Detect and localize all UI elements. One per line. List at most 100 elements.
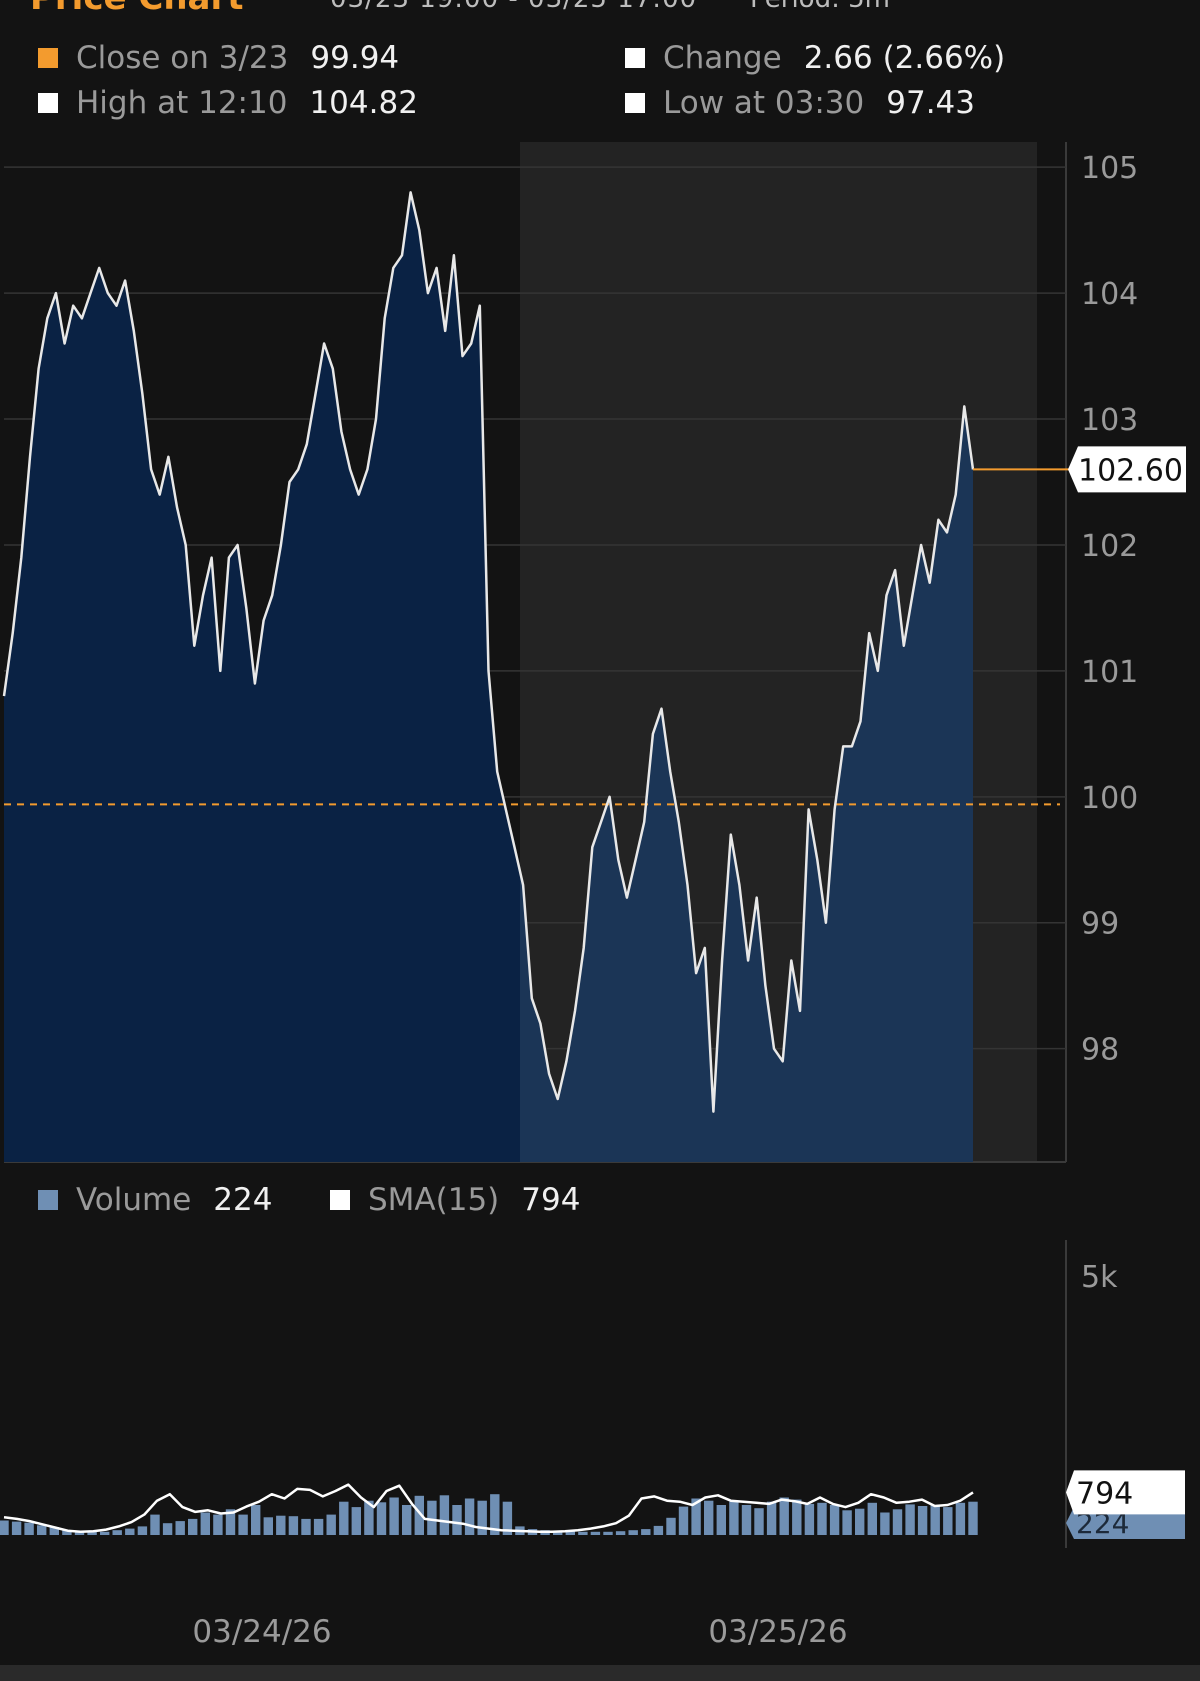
change-label: Change [663,40,782,76]
volume-bar [175,1521,185,1535]
volume-bar [955,1502,966,1535]
volume-bar [691,1498,701,1535]
volume-bar [87,1532,97,1535]
volume-bar [251,1505,261,1535]
price-tick-label: 104 [1081,277,1138,312]
price-series-line [2,191,975,1113]
close-value: 99.94 [310,40,400,76]
sma-series-line [3,1483,974,1534]
legend-volume: Volume 224 [38,1182,272,1218]
volume-bar [276,1515,286,1535]
volume-bar [225,1509,236,1535]
volume-bar [943,1507,953,1535]
price-tick-label: 105 [1081,151,1138,186]
change-value: 2.66 (2.66%) [803,40,1006,76]
volume-bar [200,1512,210,1535]
volume-bar [741,1505,752,1535]
volume-bar [313,1518,324,1535]
volume-bar [238,1514,248,1535]
price-tick-label: 101 [1081,655,1138,690]
sma-last-value: 794 [1076,1476,1133,1511]
volume-bar [452,1505,462,1535]
volume-bar [829,1505,840,1535]
sma-label: SMA(15) [368,1182,500,1218]
last-price-value: 102.60 [1078,453,1183,488]
volume-bar [439,1495,450,1535]
chart-title: Price Chart [30,0,244,18]
volume-bar [917,1506,928,1535]
price-chart[interactable]: 98 99 100 101 102 103 104 105 102.60 [2,142,1186,1163]
volume-bar [49,1527,59,1535]
volume-bar [490,1494,500,1535]
volume-bar [477,1500,487,1535]
volume-bar [578,1531,588,1535]
low-label: Low at 03:30 [663,85,865,121]
volume-bar [792,1499,802,1535]
legend-change: Change 2.66 (2.66%) [625,40,1005,76]
volume-bar [376,1502,387,1535]
volume-bar [37,1525,47,1535]
volume-bar [100,1531,110,1535]
volume-bar [930,1505,940,1535]
date-range: 03/23 19:00 - 03/25 17:00 [330,0,697,14]
volume-bar [553,1530,563,1535]
volume-bar [263,1517,273,1535]
volume-bar [766,1501,777,1535]
price-tick-label: 98 [1081,1033,1119,1068]
volume-bar [464,1498,475,1535]
volume-bar [402,1505,412,1535]
high-label: High at 12:10 [76,85,288,121]
x-axis: 03/24/26 03/25/26 [192,1614,847,1650]
volume-last-badge [1066,1506,1185,1539]
low-value: 97.43 [886,85,975,121]
sma-swatch-icon [330,1190,350,1210]
legend-high: High at 12:10 104.82 [38,85,418,121]
close-label: Close on 3/23 [76,40,289,76]
volume-bar [188,1518,198,1535]
price-tick-label: 102 [1081,529,1138,564]
volume-bar [804,1503,815,1535]
volume-bar [653,1525,664,1535]
volume-bar [779,1497,789,1535]
x-tick-label: 03/24/26 [192,1614,331,1650]
high-value: 104.82 [309,85,418,121]
volume-bar [641,1529,651,1535]
volume-value: 224 [213,1182,273,1218]
volume-bar [729,1501,739,1535]
price-tick-label: 99 [1081,907,1119,942]
volume-bar [351,1507,361,1535]
volume-bar [288,1516,299,1535]
volume-bar [74,1531,85,1535]
low-swatch-icon [625,93,645,113]
volume-bar [0,1520,9,1535]
volume-bar [150,1514,160,1535]
volume-bar [754,1508,764,1535]
price-tick-label: 103 [1081,403,1138,438]
volume-bar [603,1531,613,1535]
volume-bar [905,1504,915,1535]
x-tick-label: 03/25/26 [708,1614,847,1650]
change-swatch-icon [625,48,645,68]
volume-bar [867,1502,877,1535]
volume-bar [162,1523,173,1535]
volume-bar [880,1512,890,1535]
volume-bar [326,1514,336,1535]
volume-bar [301,1518,311,1535]
price-area-band [520,406,973,1162]
volume-bar [615,1531,626,1535]
legend-close: Close on 3/23 99.94 [38,40,399,76]
volume-bar [565,1531,575,1535]
price-tick-label: 100 [1081,781,1138,816]
volume-bar [502,1501,513,1535]
legend-sma: SMA(15) 794 [330,1182,580,1218]
volume-bar [213,1514,223,1535]
volume-bar [704,1500,714,1535]
volume-bar [339,1501,349,1535]
volume-bar [364,1500,374,1535]
volume-bar [590,1531,601,1535]
close-swatch-icon [38,48,58,68]
volume-tick-label: 5k [1081,1260,1118,1295]
last-price-badge [1068,446,1186,493]
